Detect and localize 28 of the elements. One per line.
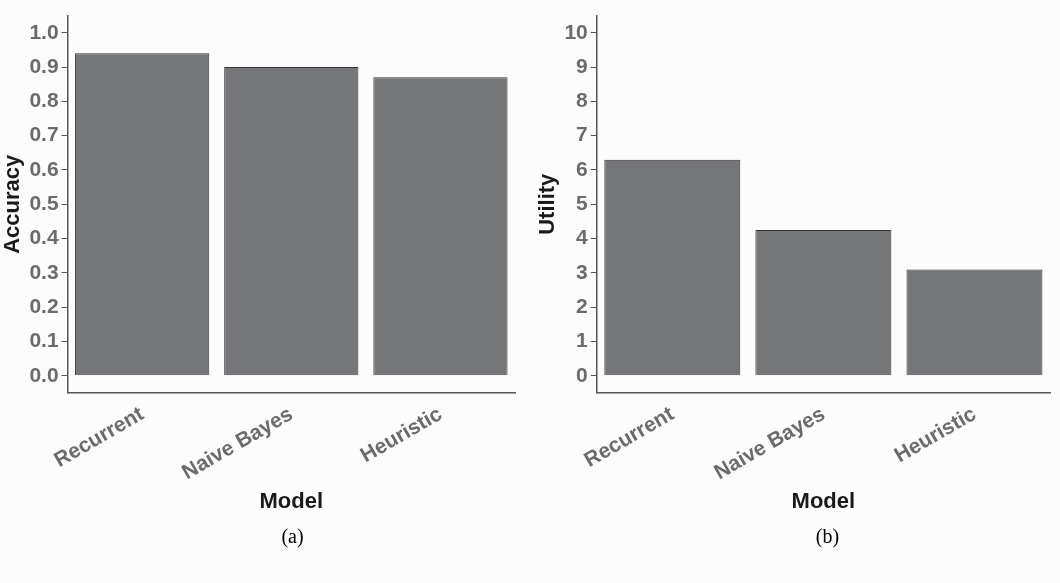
y-tick-label: 9 xyxy=(576,53,588,77)
y-tick-label: 5 xyxy=(576,191,589,215)
y-tick-label: 7 xyxy=(576,122,588,146)
text: (b) xyxy=(814,525,841,548)
y-tick-label: 0.6 xyxy=(29,156,59,180)
y-axis-title: Utility xyxy=(534,172,560,235)
y-tick-label: 0.4 xyxy=(29,225,59,249)
y-tick-label: 3 xyxy=(576,259,588,283)
y-tick-label: 0.9 xyxy=(29,53,59,77)
y-axis-title: Accuracy xyxy=(0,153,25,254)
x-axis-title: Model xyxy=(259,487,324,513)
y-tick-label: 0.7 xyxy=(29,122,59,146)
y-tick-label: 10 xyxy=(564,19,588,43)
y-tick-label: 6 xyxy=(576,156,588,180)
y-tick-label: 0.1 xyxy=(29,328,59,352)
y-tick-label: 0.5 xyxy=(29,191,59,215)
y-tick-label: 8 xyxy=(576,88,589,112)
y-tick-label: 0.3 xyxy=(29,259,59,283)
y-tick-label: 1.0 xyxy=(29,19,59,43)
y-tick-label: 0.0 xyxy=(29,362,59,386)
x-axis-title: Model xyxy=(791,487,856,513)
y-tick-label: 0.2 xyxy=(29,293,59,317)
y-tick-label: 4 xyxy=(576,225,589,249)
y-tick-label: 1 xyxy=(576,328,589,352)
y-tick-label: 0 xyxy=(576,362,588,386)
y-tick-label: 2 xyxy=(576,293,588,317)
y-tick-label: 0.8 xyxy=(29,88,59,112)
text: (a) xyxy=(280,525,305,548)
